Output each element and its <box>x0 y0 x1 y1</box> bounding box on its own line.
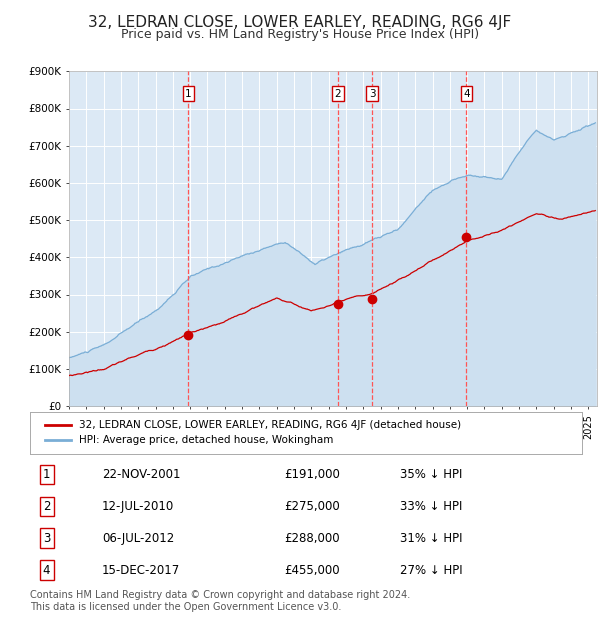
Text: 33% ↓ HPI: 33% ↓ HPI <box>400 500 462 513</box>
Text: 32, LEDRAN CLOSE, LOWER EARLEY, READING, RG6 4JF: 32, LEDRAN CLOSE, LOWER EARLEY, READING,… <box>88 16 512 30</box>
Legend: 32, LEDRAN CLOSE, LOWER EARLEY, READING, RG6 4JF (detached house), HPI: Average : 32, LEDRAN CLOSE, LOWER EARLEY, READING,… <box>41 416 466 450</box>
Text: 06-JUL-2012: 06-JUL-2012 <box>102 532 174 545</box>
Text: 1: 1 <box>43 468 50 481</box>
Text: 15-DEC-2017: 15-DEC-2017 <box>102 564 180 577</box>
Text: 4: 4 <box>43 564 50 577</box>
Text: Price paid vs. HM Land Registry's House Price Index (HPI): Price paid vs. HM Land Registry's House … <box>121 28 479 41</box>
Text: £288,000: £288,000 <box>284 532 340 545</box>
Text: 12-JUL-2010: 12-JUL-2010 <box>102 500 174 513</box>
Text: Contains HM Land Registry data © Crown copyright and database right 2024.
This d: Contains HM Land Registry data © Crown c… <box>30 590 410 612</box>
Text: 22-NOV-2001: 22-NOV-2001 <box>102 468 180 481</box>
Text: 1: 1 <box>185 89 192 99</box>
Text: 3: 3 <box>369 89 376 99</box>
Text: 2: 2 <box>335 89 341 99</box>
Text: 4: 4 <box>463 89 470 99</box>
Text: 35% ↓ HPI: 35% ↓ HPI <box>400 468 462 481</box>
Text: 31% ↓ HPI: 31% ↓ HPI <box>400 532 463 545</box>
Text: £275,000: £275,000 <box>284 500 340 513</box>
Text: £455,000: £455,000 <box>284 564 340 577</box>
Text: 2: 2 <box>43 500 50 513</box>
Text: £191,000: £191,000 <box>284 468 340 481</box>
Text: 27% ↓ HPI: 27% ↓ HPI <box>400 564 463 577</box>
Text: 3: 3 <box>43 532 50 545</box>
